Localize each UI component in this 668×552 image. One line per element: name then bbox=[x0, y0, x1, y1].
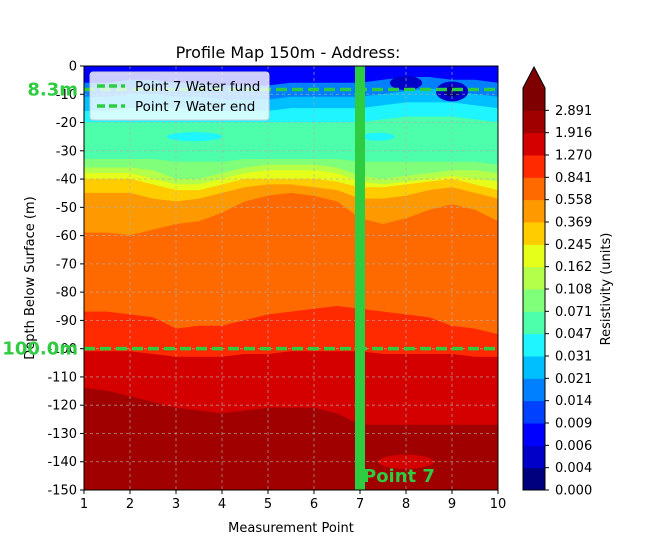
y-tick-label-9: -80 bbox=[56, 286, 77, 301]
x-tick-label-5: 5 bbox=[264, 497, 272, 512]
colorbar-segment-14 bbox=[523, 177, 545, 201]
colorbar-segment-1 bbox=[523, 467, 545, 491]
colorbar-tick-label-10: 0.108 bbox=[555, 283, 592, 298]
colorbar-segment-15 bbox=[523, 155, 545, 178]
colorbar-tick-label-7: 0.031 bbox=[555, 350, 592, 365]
y-tick-label-13: -120 bbox=[47, 399, 77, 414]
colorbar-tick-label-11: 0.162 bbox=[555, 260, 592, 275]
colorbar-tick-label-18: 2.891 bbox=[555, 104, 592, 119]
colorbar-tick-label-5: 0.014 bbox=[555, 394, 592, 409]
colorbar-segment-6 bbox=[523, 356, 545, 379]
colorbar-segment-9 bbox=[523, 289, 545, 312]
water-line-depth-label-1: 8.3m bbox=[27, 79, 78, 100]
contour-patch-3 bbox=[389, 75, 423, 91]
contour-fill bbox=[84, 66, 498, 490]
colorbar-segment-5 bbox=[523, 378, 545, 402]
x-tick-label-9: 9 bbox=[448, 497, 456, 512]
colorbar-tick-label-12: 0.245 bbox=[555, 238, 592, 253]
colorbar-segment-16 bbox=[523, 132, 545, 156]
colorbar-segment-10 bbox=[523, 266, 545, 290]
point-7-label: Point 7 bbox=[363, 466, 435, 487]
x-tick-label-4: 4 bbox=[218, 497, 226, 512]
colorbar-segment-18 bbox=[523, 88, 545, 111]
y-tick-label-10: -90 bbox=[56, 314, 77, 329]
colorbar-outline bbox=[522, 65, 546, 491]
y-tick-label-3: -20 bbox=[56, 116, 77, 131]
legend-box bbox=[89, 71, 270, 121]
colorbar-segment-8 bbox=[523, 311, 545, 335]
water-line-depth-label-2: 100.0m bbox=[2, 339, 78, 360]
colorbar-segment-13 bbox=[523, 199, 545, 223]
x-tick-label-3: 3 bbox=[172, 497, 180, 512]
y-tick-label-4: -30 bbox=[56, 144, 77, 159]
legend-entry-2: Point 7 Water end bbox=[135, 99, 255, 115]
x-tick-label-6: 6 bbox=[310, 497, 318, 512]
y-axis-ticks: 0 -10 -20 -30 -40 -50 -60 -70 -80 -90 -100 -110 -120… bbox=[47, 60, 84, 499]
colorbar-segment-3 bbox=[523, 423, 545, 446]
x-axis-label: Measurement Point bbox=[228, 521, 354, 536]
colorbar-tick-label-14: 0.558 bbox=[555, 193, 592, 208]
x-tick-label-10: 10 bbox=[490, 497, 507, 512]
contour-patch-5 bbox=[362, 132, 395, 141]
colorbar-tick-label-9: 0.071 bbox=[555, 305, 592, 320]
colorbar-segment-7 bbox=[523, 333, 545, 357]
colorbar-tick-label-6: 0.021 bbox=[555, 372, 592, 387]
colorbar-tick-label-17: 1.916 bbox=[555, 126, 592, 141]
x-tick-label-2: 2 bbox=[126, 497, 134, 512]
colorbar-tick-label-13: 0.369 bbox=[555, 216, 592, 231]
y-tick-label-11: -100 bbox=[47, 342, 77, 357]
colorbar-tick-label-15: 0.841 bbox=[555, 171, 592, 186]
colorbar: 0.000 0.004 0.006 0.009 0.014 0.021 0.031 0.047… bbox=[522, 65, 592, 499]
colorbar-tick-label-16: 1.270 bbox=[555, 149, 592, 164]
x-tick-label-1: 1 bbox=[80, 497, 88, 512]
colorbar-segment-4 bbox=[523, 400, 545, 424]
y-tick-label-7: -60 bbox=[56, 229, 77, 244]
x-axis-ticks: 1 2 3 4 5 6 7 8 9 10 bbox=[80, 490, 506, 512]
colorbar-segment-17 bbox=[523, 110, 545, 134]
colorbar-tick-label-1: 0.000 bbox=[555, 484, 592, 499]
colorbar-tick-label-4: 0.009 bbox=[555, 417, 592, 432]
y-tick-label-16: -150 bbox=[47, 484, 77, 499]
legend: Point 7 Water fund Point 7 Water end bbox=[89, 71, 270, 121]
y-tick-label-5: -40 bbox=[56, 173, 77, 188]
y-tick-label-15: -140 bbox=[47, 455, 77, 470]
x-tick-label-7: 7 bbox=[356, 497, 364, 512]
contour-band-5 bbox=[84, 116, 498, 166]
colorbar-tick-label-3: 0.006 bbox=[555, 439, 592, 454]
colorbar-extend-arrow bbox=[523, 67, 545, 88]
plot-frame bbox=[83, 65, 499, 491]
x-tick-label-8: 8 bbox=[402, 497, 410, 512]
y-tick-label-14: -130 bbox=[47, 427, 77, 442]
colorbar-label: Resistivity (units) bbox=[599, 233, 614, 346]
y-tick-label-2: -10 bbox=[56, 88, 77, 103]
y-tick-label-1: 0 bbox=[69, 60, 77, 75]
y-tick-label-6: -50 bbox=[56, 201, 77, 216]
y-axis-label: Depth Below Surface (m) bbox=[23, 196, 38, 359]
colorbar-segment-2 bbox=[523, 445, 545, 469]
legend-entry-1: Point 7 Water fund bbox=[135, 79, 260, 95]
colorbar-tick-label-8: 0.047 bbox=[555, 327, 592, 342]
contour-patch-6 bbox=[378, 454, 434, 469]
colorbar-segment-12 bbox=[523, 222, 545, 245]
y-tick-label-8: -70 bbox=[56, 257, 77, 272]
colorbar-segment-11 bbox=[523, 244, 545, 268]
colorbar-tick-label-2: 0.004 bbox=[555, 461, 592, 476]
y-tick-label-12: -110 bbox=[47, 370, 77, 385]
contour-patch-4 bbox=[166, 132, 222, 142]
chart-title: Profile Map 150m - Address: bbox=[176, 43, 401, 62]
